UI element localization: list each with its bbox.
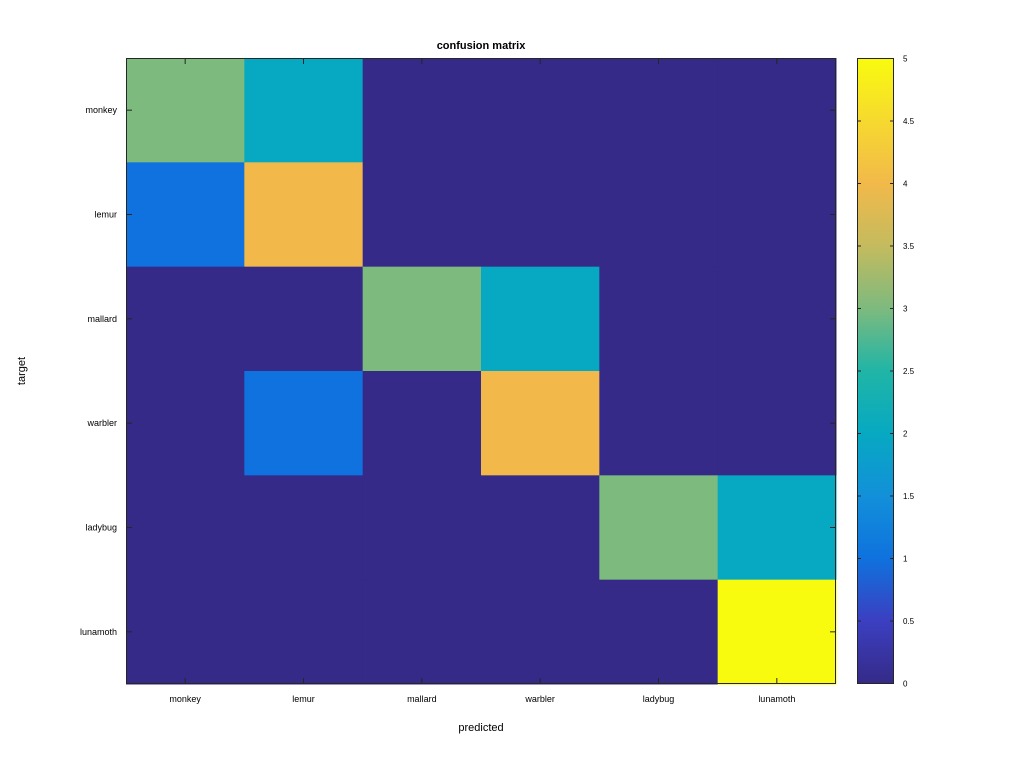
x-axis-label: predicted <box>458 722 503 734</box>
colorbar-tick-label: 2 <box>903 430 908 439</box>
heatmap-cell <box>481 58 600 163</box>
heatmap-cell <box>599 475 719 581</box>
x-tick-label: lemur <box>292 694 315 704</box>
heatmap-cell <box>362 266 482 372</box>
colorbar-tick-label: 3.5 <box>903 242 915 251</box>
y-tick-label: lunamoth <box>80 627 117 637</box>
heatmap-cell <box>481 266 600 372</box>
heatmap-cell <box>362 579 482 685</box>
heatmap-cell <box>362 371 482 476</box>
chart-title: confusion matrix <box>437 40 527 52</box>
heatmap-cell <box>599 58 719 163</box>
heatmap-cell <box>599 371 719 476</box>
colorbar-tick-label: 5 <box>903 55 908 64</box>
heatmap-cell <box>362 162 482 268</box>
x-axis-ticks: monkey lemur mallard warbler ladybug lunamoth <box>169 58 795 704</box>
heatmap-cell <box>126 58 245 163</box>
heatmap-cell <box>362 58 482 163</box>
heatmap-cell <box>481 162 600 268</box>
colorbar-tick-label: 0 <box>903 680 908 689</box>
heatmap-cell <box>599 266 719 372</box>
heatmap-cell <box>126 266 245 372</box>
heatmap-cell <box>717 475 837 581</box>
y-tick-label: monkey <box>85 105 117 115</box>
colorbar-ticks: 0 0.5 1 1.5 2 2.5 3 3.5 4 4.5 5 <box>857 55 915 689</box>
heatmap-cell <box>481 371 600 476</box>
heatmap-cell <box>599 162 719 268</box>
heatmap-cell <box>244 58 364 163</box>
heatmap-cells <box>126 58 837 685</box>
colorbar-tick-label: 4.5 <box>903 117 915 126</box>
colorbar-tick-label: 0.5 <box>903 617 915 626</box>
y-tick-label: warbler <box>86 418 117 428</box>
y-tick-label: mallard <box>87 314 117 324</box>
heatmap-cell <box>481 475 600 581</box>
heatmap-cell <box>717 162 837 268</box>
heatmap-cell <box>126 162 245 268</box>
y-axis-label: target <box>16 357 28 385</box>
heatmap-cell <box>244 475 364 581</box>
heatmap-cell <box>244 371 364 476</box>
heatmap-cell <box>126 475 245 581</box>
heatmap-cell <box>717 579 837 685</box>
y-tick-label: ladybug <box>85 523 117 533</box>
colorbar <box>857 58 894 684</box>
colorbar-tick-label: 1 <box>903 555 908 564</box>
x-tick-label: ladybug <box>643 694 675 704</box>
heatmap-cell <box>717 58 837 163</box>
heatmap-cell <box>244 579 364 685</box>
x-tick-label: mallard <box>407 694 437 704</box>
y-axis-ticks: monkey lemur mallard warbler ladybug lunamoth <box>80 105 836 637</box>
x-tick-label: warbler <box>524 694 555 704</box>
heatmap-cell <box>481 579 600 685</box>
heatmap-cell <box>244 266 364 372</box>
colorbar-tick-label: 3 <box>903 305 908 314</box>
heatmap-cell <box>244 162 364 268</box>
heatmap-cell <box>126 371 245 476</box>
heatmap-cell <box>717 371 837 476</box>
colorbar-tick-label: 4 <box>903 180 908 189</box>
heatmap-cell <box>362 475 482 581</box>
plot-frame <box>126 58 836 684</box>
heatmap-cell <box>717 266 837 372</box>
colorbar-tick-label: 1.5 <box>903 492 915 501</box>
y-tick-label: lemur <box>94 210 117 220</box>
x-tick-label: lunamoth <box>758 694 795 704</box>
heatmap-cell <box>126 579 245 685</box>
heatmap-cell <box>599 579 719 685</box>
x-tick-label: monkey <box>169 694 201 704</box>
colorbar-tick-label: 2.5 <box>903 367 915 376</box>
